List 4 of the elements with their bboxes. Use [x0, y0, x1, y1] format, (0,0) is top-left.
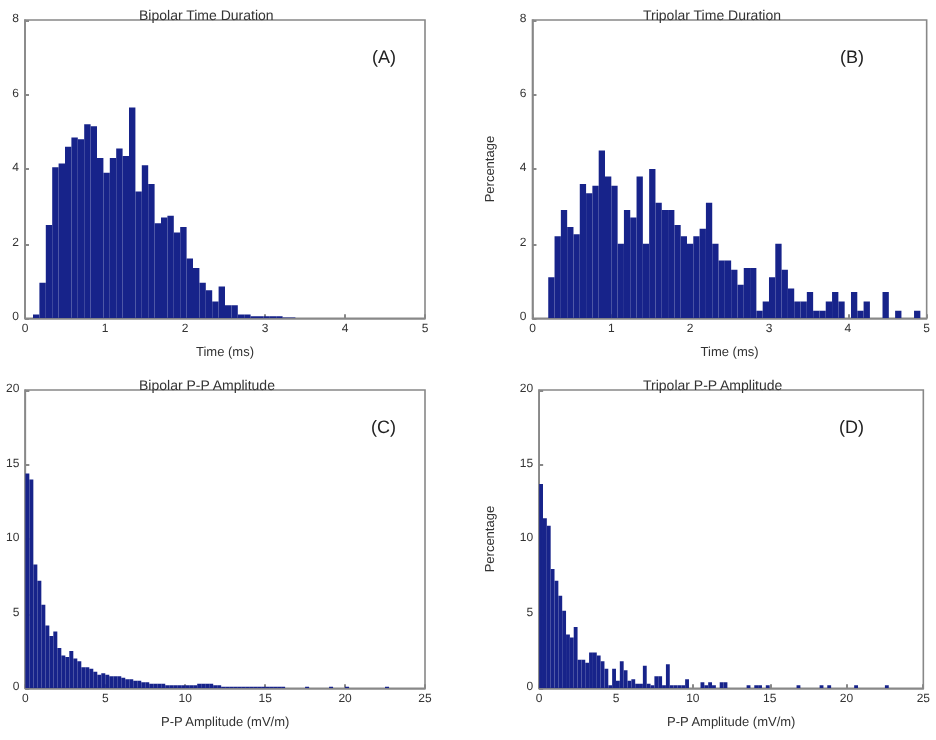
annotation: (D)	[839, 417, 865, 437]
annotation: (B)	[840, 47, 865, 67]
annotation: (A)	[372, 47, 397, 67]
annotation: (C)	[371, 417, 397, 437]
